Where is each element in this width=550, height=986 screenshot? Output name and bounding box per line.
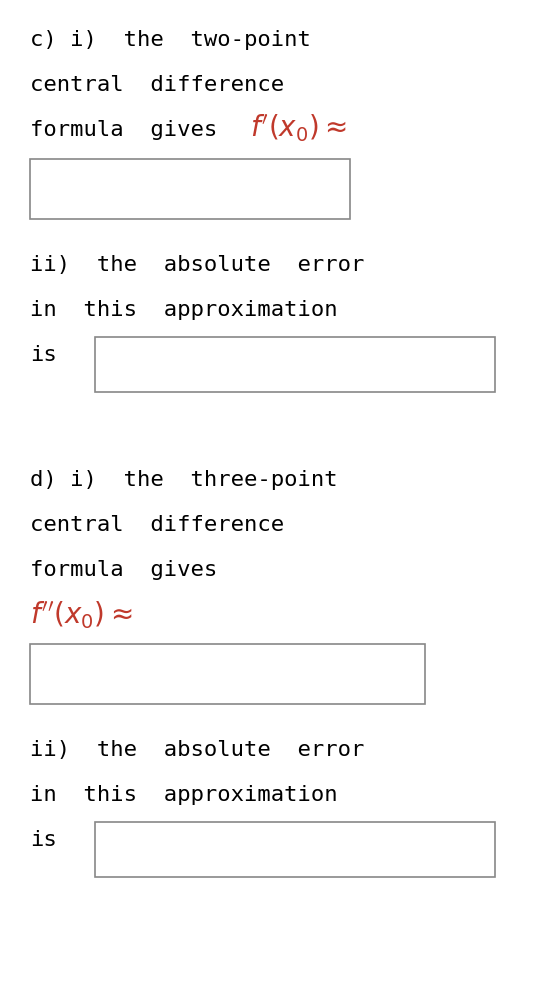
Text: ii)  the  absolute  error: ii) the absolute error xyxy=(30,740,364,759)
Bar xyxy=(30,644,425,704)
Text: c) i)  the  two-point: c) i) the two-point xyxy=(30,30,311,50)
Bar xyxy=(95,337,495,392)
Text: formula  gives: formula gives xyxy=(30,120,217,140)
Text: in  this  approximation: in this approximation xyxy=(30,300,338,319)
Text: central  difference: central difference xyxy=(30,515,284,534)
Text: $f'(x_0) \approx$: $f'(x_0) \approx$ xyxy=(250,112,347,144)
Text: central  difference: central difference xyxy=(30,75,284,95)
Text: d) i)  the  three-point: d) i) the three-point xyxy=(30,469,338,489)
Text: formula  gives: formula gives xyxy=(30,559,217,580)
Text: ii)  the  absolute  error: ii) the absolute error xyxy=(30,254,364,275)
Bar xyxy=(30,160,350,220)
Bar xyxy=(95,822,495,878)
Text: is: is xyxy=(30,345,57,365)
Text: is: is xyxy=(30,829,57,849)
Text: $f''(x_0) \approx$: $f''(x_0) \approx$ xyxy=(30,599,133,631)
Text: in  this  approximation: in this approximation xyxy=(30,784,338,805)
